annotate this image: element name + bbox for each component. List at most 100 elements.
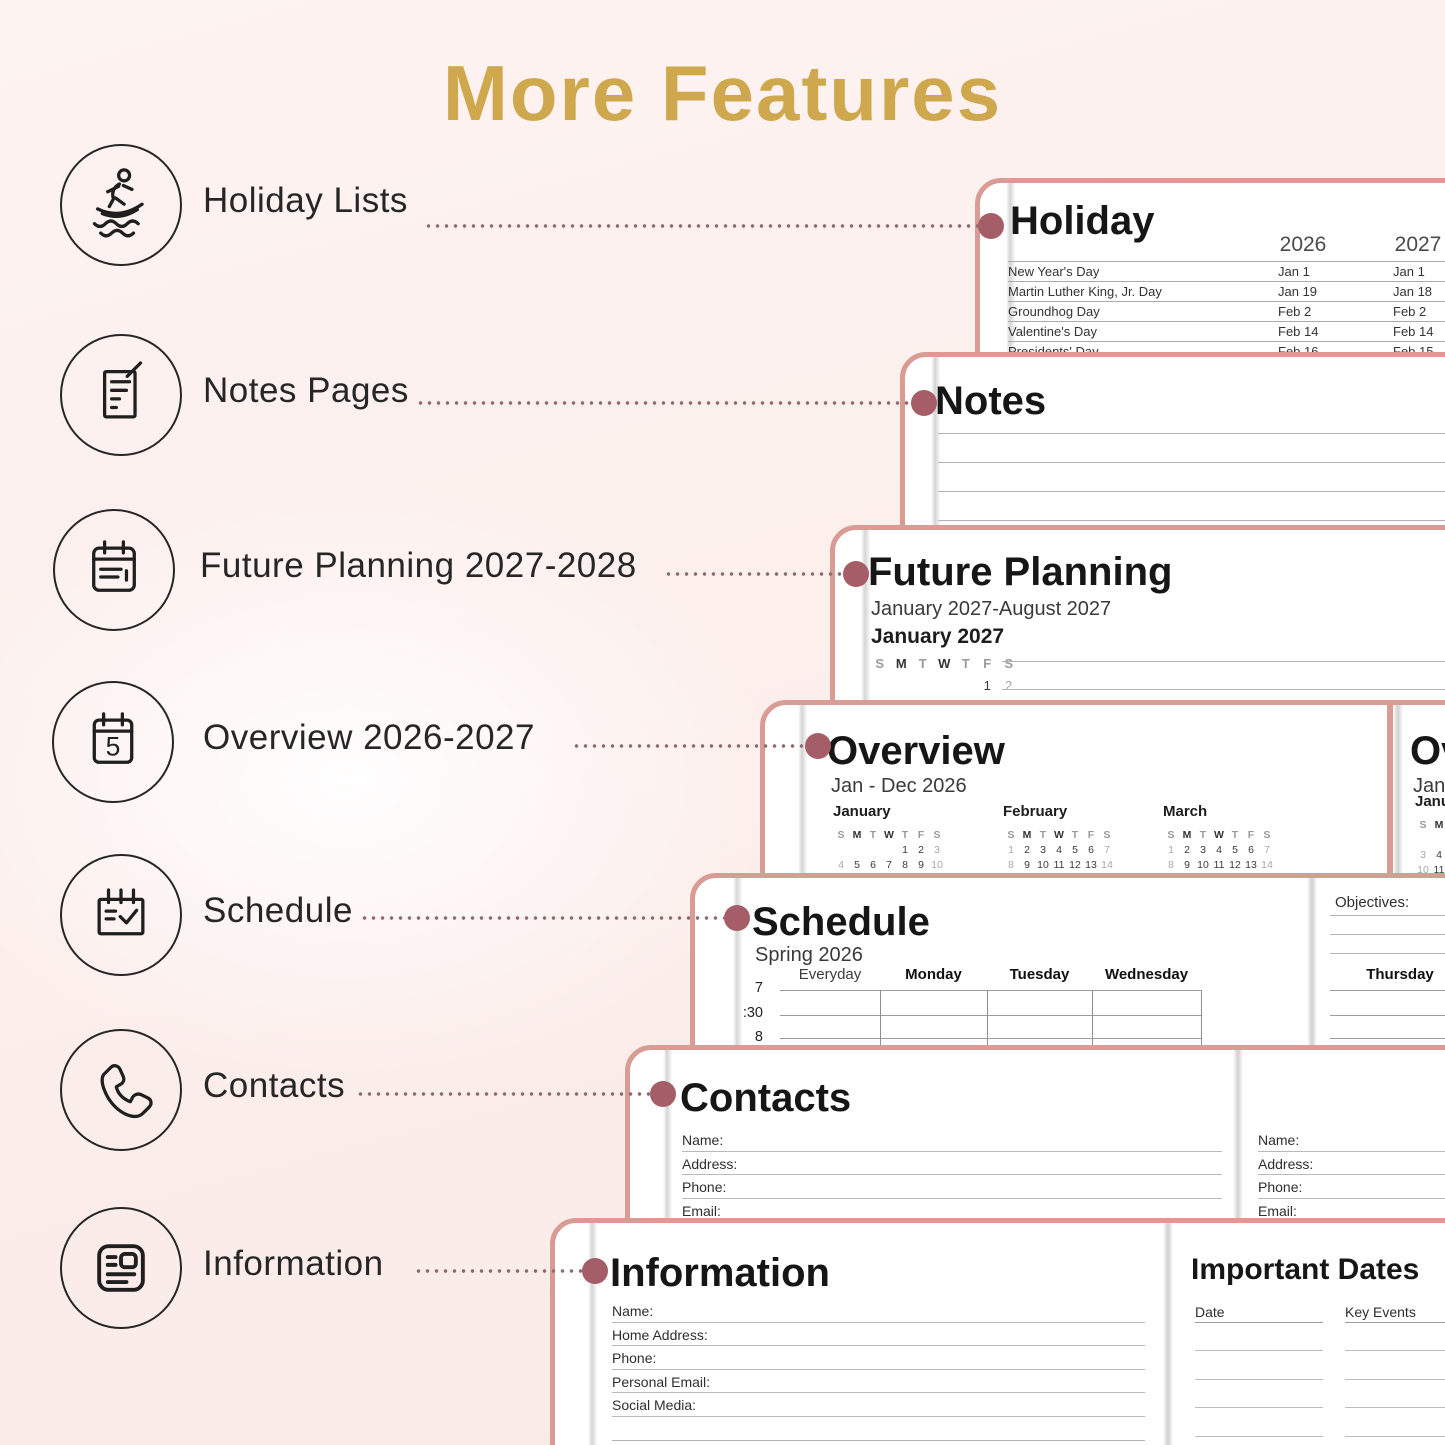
cell: Name: [682, 1128, 1222, 1152]
calendar-day-icon: 5 [52, 681, 174, 803]
page-spread-divider [1387, 705, 1393, 878]
cell [869, 678, 891, 693]
cell: 1 [1008, 844, 1014, 856]
ruled-line [1195, 1323, 1323, 1351]
cell: 14 [1261, 859, 1273, 871]
cell: 4 [1056, 844, 1062, 856]
information-anchor-dot [582, 1258, 608, 1284]
holiday-table: New Year's Day Jan 1 Jan 1 Martin Luther K… [1008, 261, 1445, 357]
cell: 2 [1024, 844, 1030, 856]
cell: 9 [1024, 859, 1030, 871]
holiday-anchor-dot [978, 213, 1004, 239]
connector-schedule [360, 916, 724, 920]
overview-right-page-title: Overview [1410, 729, 1445, 773]
cell: 2 [1184, 844, 1190, 856]
ruled-line [1195, 1380, 1323, 1408]
grid-line [780, 1038, 1201, 1039]
cell: W [938, 656, 951, 671]
grid-line [1201, 990, 1202, 1050]
schedule-day-columns: Everyday Monday Tuesday Wednesday [780, 966, 1201, 983]
overview-page-title: Overview [827, 729, 1005, 773]
cell [955, 678, 977, 693]
phone-icon [60, 1029, 182, 1151]
cell: Name: [612, 1299, 1145, 1323]
schedule-anchor-dot [724, 905, 750, 931]
cell: Phone: [682, 1175, 1222, 1199]
cell [865, 844, 881, 856]
ruled-line [1002, 689, 1445, 690]
holiday-row: Valentine's Day Feb 14 Feb 14 [1008, 321, 1445, 341]
ruled-line [938, 433, 1445, 434]
cell: 9 [1184, 859, 1190, 871]
cell: S [1103, 829, 1111, 841]
schedule-page: Schedule Spring 2026 Everyday Monday Tuesd… [690, 873, 1445, 1055]
ruled-line [938, 462, 1445, 463]
cell: W [1054, 829, 1064, 841]
mini-calendar-month-name: February [1003, 803, 1068, 820]
cell [849, 844, 865, 856]
cell: 7 [886, 859, 892, 871]
page-binding-strip [588, 1223, 597, 1445]
ruled-line [1345, 1380, 1445, 1408]
cell [1415, 834, 1431, 846]
information-fields: Name: Home Address: Phone: Personal Email: S… [612, 1299, 1145, 1417]
calendar-week: 12 [1415, 834, 1445, 846]
cell: M [1434, 819, 1444, 831]
cell: Feb 14 [1393, 324, 1434, 339]
ruled-line [1195, 1408, 1323, 1437]
page-gutter [1307, 878, 1317, 1050]
cell: Personal Email: [612, 1370, 1145, 1393]
cell: 9 [918, 859, 924, 871]
cell: 6 [1088, 844, 1094, 856]
cell: 5 [854, 859, 860, 871]
information-page-title: Information [610, 1251, 830, 1295]
calendar-lines-icon [53, 509, 175, 631]
overview-range: Jan - Dec 2026 [831, 775, 967, 797]
schedule-pad-icon [60, 854, 182, 976]
contacts-anchor-dot [650, 1081, 676, 1107]
connector-notes [416, 401, 911, 405]
cell [912, 678, 934, 693]
contact-fields-left: Name: Address: Phone: Email: [682, 1128, 1222, 1222]
cell: S [1167, 829, 1175, 841]
important-dates-events-column: Key Events [1345, 1299, 1445, 1437]
cell: T [918, 656, 927, 671]
holiday-row: Martin Luther King, Jr. Day Jan 19 Jan 18 [1008, 281, 1445, 301]
ruled-line [1345, 1408, 1445, 1437]
cell: Jan 19 [1278, 284, 1318, 299]
mini-calendar-month-name: January [1415, 793, 1445, 810]
cell: 4 [1436, 849, 1442, 861]
id-card-icon [60, 1207, 182, 1329]
cell: T [1199, 829, 1207, 841]
cell: 10 [931, 859, 943, 871]
cell: Address: [1258, 1152, 1445, 1175]
cell: 11 [1213, 859, 1225, 871]
cell: S [837, 829, 845, 841]
cell: F [983, 656, 992, 671]
cell: 13 [1245, 859, 1257, 871]
page-binding-strip [733, 878, 742, 1050]
mini-calendar-month-name: January [833, 803, 891, 820]
cell: Feb 14 [1278, 324, 1319, 339]
grid-line [1330, 1038, 1445, 1039]
grid-line [987, 990, 988, 1050]
cell: 1 [1168, 844, 1174, 856]
important-dates-date-column: Date [1195, 1299, 1323, 1437]
holiday-row: New Year's Day Jan 1 Jan 1 [1008, 261, 1445, 281]
cell: Wednesday [1104, 966, 1189, 983]
holiday-year-2027: 2027 [1394, 233, 1442, 256]
grid-line [1092, 990, 1093, 1050]
ruled-line [1345, 1351, 1445, 1380]
cell: 11 [1433, 864, 1445, 876]
cell: 8 [1008, 859, 1014, 871]
contacts-page-title: Contacts [680, 1076, 852, 1120]
grid-line [1330, 1015, 1445, 1016]
schedule-time-labels: 7:30 8 [703, 980, 763, 1050]
calendar-week: 8 9 10 11 12 13 14 [1163, 859, 1281, 871]
